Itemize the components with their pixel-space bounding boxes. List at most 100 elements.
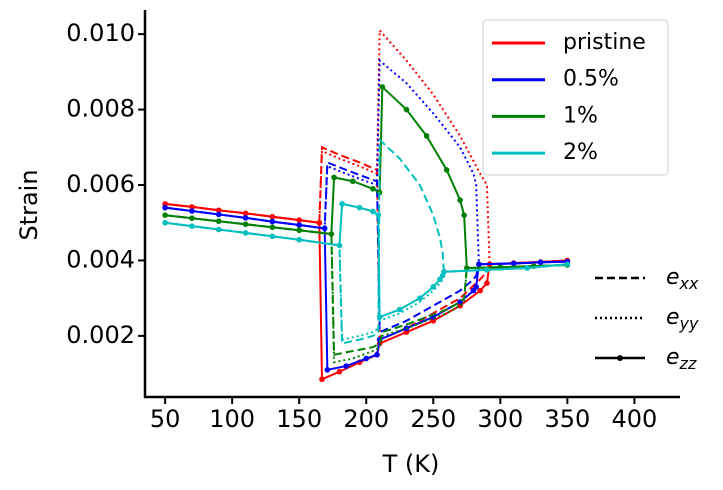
data-point [564, 261, 571, 268]
legend-label: ezz [666, 345, 697, 373]
data-point [296, 236, 302, 243]
data-point [457, 197, 463, 203]
series-line [164, 206, 568, 372]
x-tick-label: 250 [410, 405, 456, 433]
legend-label: pristine [563, 30, 646, 55]
data-point [375, 212, 382, 218]
data-point [321, 225, 328, 232]
data-point [370, 208, 376, 215]
x-tick-label: 300 [477, 405, 523, 433]
series-line [164, 202, 568, 319]
data-point [296, 222, 302, 228]
legend-subscript: xx [679, 274, 699, 293]
legend-label: exx [666, 265, 699, 293]
data-point [162, 204, 168, 211]
data-point [477, 287, 484, 294]
series-line [165, 214, 568, 364]
data-point [296, 217, 302, 223]
x-axis-label: T (K) [382, 450, 440, 478]
legend-dot [617, 355, 623, 361]
data-point [215, 211, 222, 218]
data-point [363, 355, 370, 362]
data-point [242, 215, 249, 221]
data-point [441, 268, 447, 275]
y-axis-label: Strain [15, 169, 43, 240]
legend-box [482, 19, 669, 176]
y-tick-label: 0.002 [66, 321, 135, 349]
x-tick-label: 50 [150, 405, 181, 433]
data-point [324, 367, 331, 373]
legend-subscript: yy [679, 314, 699, 333]
data-point [343, 363, 349, 369]
data-point [269, 213, 276, 220]
plot-area [162, 27, 571, 383]
data-point [215, 226, 222, 233]
data-point [423, 133, 430, 139]
data-point [215, 207, 222, 214]
data-point [524, 265, 530, 271]
data-point [417, 295, 423, 301]
x-tick-label: 350 [544, 405, 590, 433]
legend-symbol: e [666, 305, 680, 330]
legend-label: 2% [563, 140, 598, 165]
data-point [484, 267, 490, 273]
data-point [336, 242, 343, 249]
series-line [165, 214, 568, 356]
data-point [328, 231, 335, 237]
data-point [370, 185, 376, 192]
data-point [242, 210, 249, 217]
data-point [473, 284, 479, 290]
x-tick-label: 150 [276, 405, 322, 433]
data-point [331, 174, 337, 181]
y-tick-label: 0.010 [66, 19, 135, 47]
data-point [356, 204, 363, 211]
data-point [189, 223, 195, 229]
data-point [464, 265, 470, 271]
legend-symbol: e [666, 265, 680, 290]
legend-subscript: zz [679, 354, 697, 373]
data-point [189, 215, 195, 222]
data-point [269, 224, 276, 231]
legend-label: 1% [563, 103, 598, 128]
data-point [215, 218, 222, 225]
data-point [396, 306, 403, 313]
data-point [443, 167, 450, 173]
y-tick-label: 0.008 [66, 95, 135, 123]
series-line [164, 160, 568, 334]
data-point [296, 227, 302, 234]
y-tick-label: 0.006 [66, 170, 135, 198]
data-point [350, 178, 356, 185]
data-point [162, 219, 168, 226]
x-tick-label: 100 [209, 405, 255, 433]
x-tick-label: 400 [612, 405, 658, 433]
data-point [537, 259, 544, 266]
data-point [430, 284, 437, 290]
data-point [316, 219, 323, 226]
data-point [242, 221, 249, 228]
y-tick-label: 0.004 [66, 245, 135, 273]
data-point [339, 201, 345, 207]
data-point [336, 368, 343, 375]
data-point [476, 261, 482, 268]
data-point [269, 218, 276, 225]
data-point [319, 376, 325, 383]
x-tick-label: 200 [343, 405, 389, 433]
data-point [379, 84, 386, 90]
legend-label: 0.5% [563, 67, 619, 92]
data-point [189, 204, 195, 210]
data-point [189, 208, 195, 214]
data-point [461, 212, 467, 218]
legend-symbol: e [666, 345, 680, 370]
data-point [376, 314, 383, 320]
data-point [242, 230, 249, 236]
series-line [164, 221, 568, 341]
legend-label: eyy [666, 305, 699, 333]
data-point [510, 260, 517, 267]
data-point [162, 212, 168, 218]
series-line [165, 145, 568, 342]
data-point [403, 106, 410, 113]
data-point [269, 233, 276, 240]
data-point [484, 280, 490, 286]
data-point [374, 351, 380, 358]
